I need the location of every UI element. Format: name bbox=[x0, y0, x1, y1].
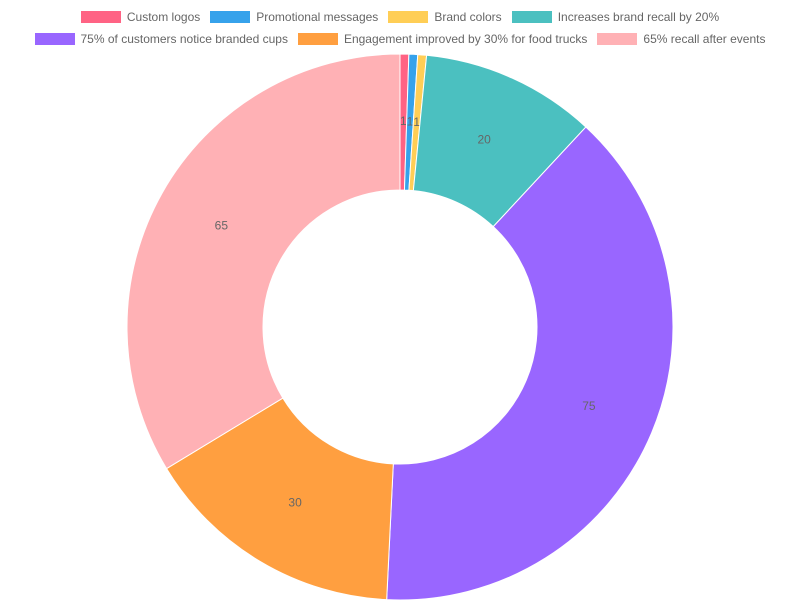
slice-value-label: 1 bbox=[400, 114, 407, 128]
slice-value-label: 75 bbox=[582, 399, 596, 413]
legend-label: Custom logos bbox=[126, 10, 201, 24]
legend-item[interactable]: Increases brand recall by 20% bbox=[511, 10, 720, 24]
legend-item[interactable]: Brand colors bbox=[388, 10, 502, 24]
legend-label: Promotional messages bbox=[256, 10, 379, 24]
legend-item[interactable]: Engagement improved by 30% for food truc… bbox=[297, 32, 588, 46]
legend-item[interactable]: Promotional messages bbox=[210, 10, 378, 24]
legend-swatch bbox=[80, 11, 121, 23]
legend-item[interactable]: Custom logos bbox=[80, 10, 201, 24]
legend-swatch bbox=[388, 11, 429, 23]
legend-swatch bbox=[511, 11, 552, 23]
doughnut-slice[interactable] bbox=[386, 126, 674, 600]
slice-value-label: 30 bbox=[288, 495, 302, 509]
doughnut-slice[interactable] bbox=[126, 53, 401, 470]
legend-label: 75% of customers notice branded cups bbox=[80, 32, 288, 46]
chart-legend: Custom logos Promotional messages Brand … bbox=[0, 6, 800, 50]
slice-value-label: 20 bbox=[478, 132, 492, 146]
legend-swatch bbox=[597, 33, 638, 45]
legend-label: Engagement improved by 30% for food truc… bbox=[343, 32, 588, 46]
slice-value-label: 1 bbox=[407, 114, 414, 128]
slice-value-label: 65 bbox=[215, 219, 229, 233]
legend-label: Brand colors bbox=[434, 10, 502, 24]
legend-label: 65% recall after events bbox=[643, 32, 766, 46]
legend-row-2: 75% of customers notice branded cups Eng… bbox=[0, 28, 800, 50]
legend-item[interactable]: 65% recall after events bbox=[597, 32, 765, 46]
legend-label: Increases brand recall by 20% bbox=[557, 10, 720, 24]
legend-swatch bbox=[34, 33, 75, 45]
legend-swatch bbox=[297, 33, 338, 45]
doughnut-slice[interactable] bbox=[165, 397, 394, 600]
legend-item[interactable]: 75% of customers notice branded cups bbox=[34, 32, 288, 46]
legend-row-1: Custom logos Promotional messages Brand … bbox=[0, 6, 800, 28]
legend-swatch bbox=[210, 11, 251, 23]
slice-value-label: 1 bbox=[413, 115, 420, 129]
